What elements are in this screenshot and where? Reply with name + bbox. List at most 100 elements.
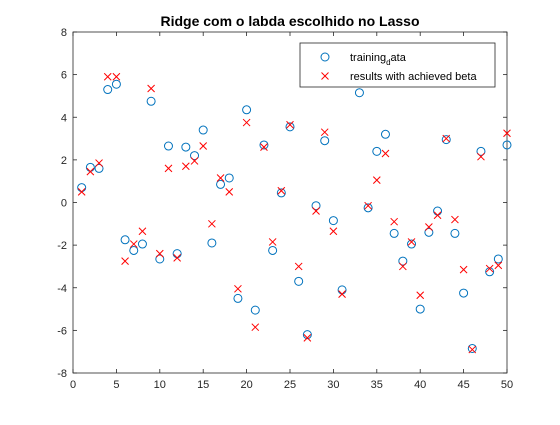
x-tick-label: 0 [70,379,76,391]
data-point-training [493,254,503,264]
data-point-training [398,256,408,266]
data-point-training [441,135,451,145]
data-point-training [276,188,286,198]
x-tick-label: 30 [327,379,339,391]
x-tick-label: 10 [154,379,166,391]
data-point-result [86,167,95,176]
chart-title: Ridge com o labda escolhido no Lasso [160,13,419,29]
x-tick-label: 15 [197,379,209,391]
x-tick-label: 40 [414,379,426,391]
data-point-training [407,239,417,249]
data-point-training [354,88,364,98]
data-point-result [312,207,320,215]
data-point-result [494,261,503,270]
data-point-training [111,79,121,89]
data-point-training [94,163,104,173]
data-point-result [390,217,399,226]
data-point-result [242,118,251,127]
data-point-result [433,211,442,220]
data-point-result [459,265,468,274]
data-point-training [424,227,434,237]
data-point-result [251,323,260,332]
data-point-result [338,290,346,298]
data-point-result [425,223,433,231]
y-tick-label: 4 [61,112,67,124]
data-point-result [416,291,425,300]
data-point-result [234,284,242,293]
legend-box [299,42,496,88]
legend-label-training-tail: ata [391,52,407,64]
data-point-training [415,304,425,314]
data-point-training [224,173,234,183]
data-point-result [147,84,155,93]
data-point-result [407,238,416,246]
data-point-training [216,179,226,189]
data-point-training [137,239,147,249]
data-point-result [138,227,147,236]
data-point-training [320,136,330,146]
data-point-result [320,128,329,137]
data-point-training [233,293,243,303]
data-point-result [103,72,112,81]
y-tick-label: 0 [61,198,67,210]
data-point-result [95,159,103,167]
data-point-training [450,228,460,238]
data-point-result [451,215,459,224]
data-point-training [363,203,373,213]
data-point-training [259,140,269,150]
data-point-training [198,125,208,135]
y-tick-label: -6 [57,325,67,337]
data-point-training [485,267,495,277]
data-point-training [294,276,304,286]
data-point-result [208,219,216,228]
data-point-result [225,187,234,196]
data-point-result [268,238,277,246]
data-point-result [381,149,390,158]
data-point-result [303,333,312,342]
data-point-result [468,345,477,354]
data-point-training [103,85,113,95]
legend-label-training-main: training [350,52,386,64]
data-point-training [181,142,191,152]
data-point-training [242,105,252,115]
x-tick-label: 45 [457,379,469,391]
data-point-training [459,288,469,298]
data-point-training [372,146,382,156]
y-tick-label: -8 [57,368,67,380]
legend-circle-marker [320,52,330,62]
data-point-training [380,129,390,139]
data-point-result [277,186,286,195]
legend-label-training-sub: d [386,58,390,67]
data-point-training [250,305,260,315]
x-tick-label: 35 [371,379,383,391]
data-point-training [146,96,156,106]
legend: trainingdata results with achieved beta [299,42,496,88]
x-tick-label: 20 [240,379,252,391]
data-point-training [285,122,295,132]
data-point-result [190,157,199,165]
data-point-result [155,249,164,258]
data-point-training [302,330,312,340]
data-point-result [216,174,225,182]
data-point-result [173,254,182,262]
data-point-result [398,262,407,271]
data-point-training [389,228,399,238]
data-point-result [477,152,485,161]
data-point-result [260,143,268,151]
legend-x-marker [321,72,329,80]
data-point-result [294,262,303,271]
data-point-result [112,72,121,81]
y-tick-label: 6 [61,70,67,82]
y-tick-label: 2 [61,155,67,167]
data-point-training [129,245,139,255]
y-tick-label: -2 [57,240,67,252]
data-point-training [476,146,486,156]
data-point-training [120,235,130,245]
data-point-result [121,257,129,265]
data-point-result [286,120,294,129]
y-tick-label: 8 [61,27,67,39]
data-point-result [129,240,138,248]
x-tick-label: 5 [113,379,119,391]
data-point-result [199,142,208,150]
